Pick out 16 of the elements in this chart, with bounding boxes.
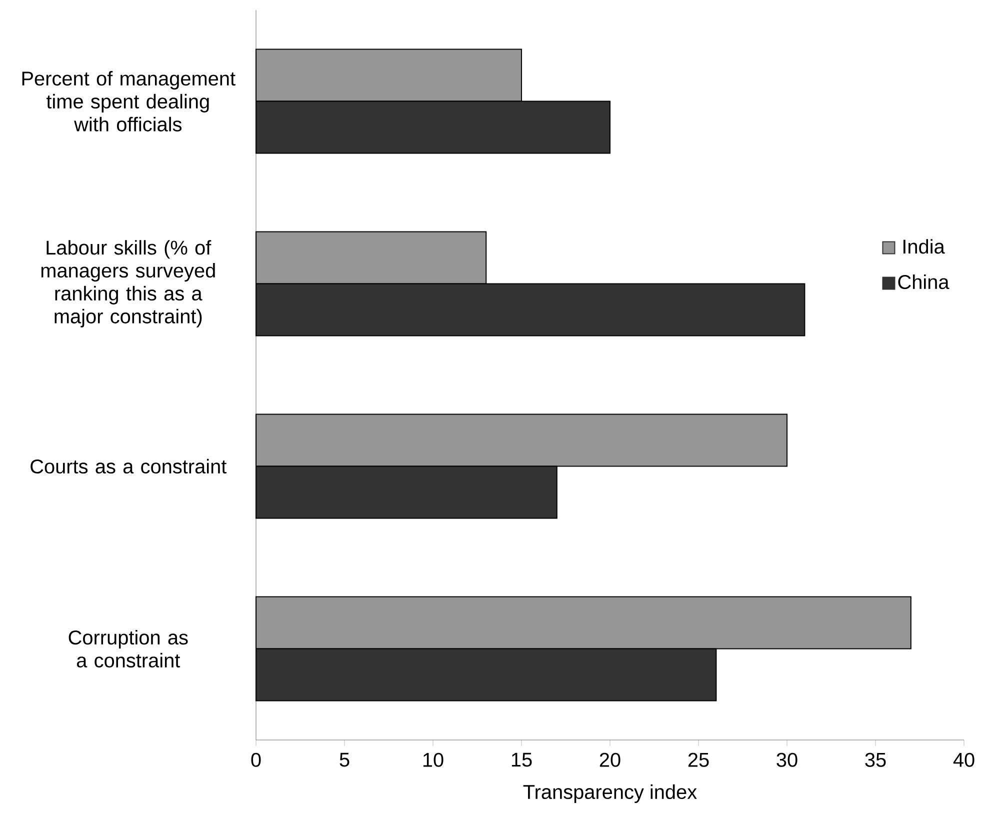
y-tick-label: Percent of management time spent dealing with officials	[22, 71, 236, 132]
y-tick-label: Courts as a constraint	[30, 458, 227, 474]
y-tick-label: Corruption as a constraint	[68, 630, 188, 668]
x-tick-label: 10	[423, 752, 444, 767]
legend-label: India	[903, 239, 945, 254]
x-tick-label: 30	[776, 752, 798, 767]
x-tick-label: 25	[688, 752, 709, 767]
x-tick-label: 20	[600, 752, 620, 767]
x-tick-label: 0	[251, 752, 261, 767]
legend-label: China	[898, 274, 950, 290]
x-tick-label: 35	[865, 752, 886, 767]
y-tick-label: Labour skills (% of managers surveyed ranking this as a major constraint)	[41, 240, 215, 328]
x-axis-title: Transparency index	[523, 784, 697, 803]
x-tick-label: 5	[340, 752, 350, 767]
x-tick-label: 40	[953, 752, 974, 767]
x-tick-label: 15	[512, 752, 532, 767]
